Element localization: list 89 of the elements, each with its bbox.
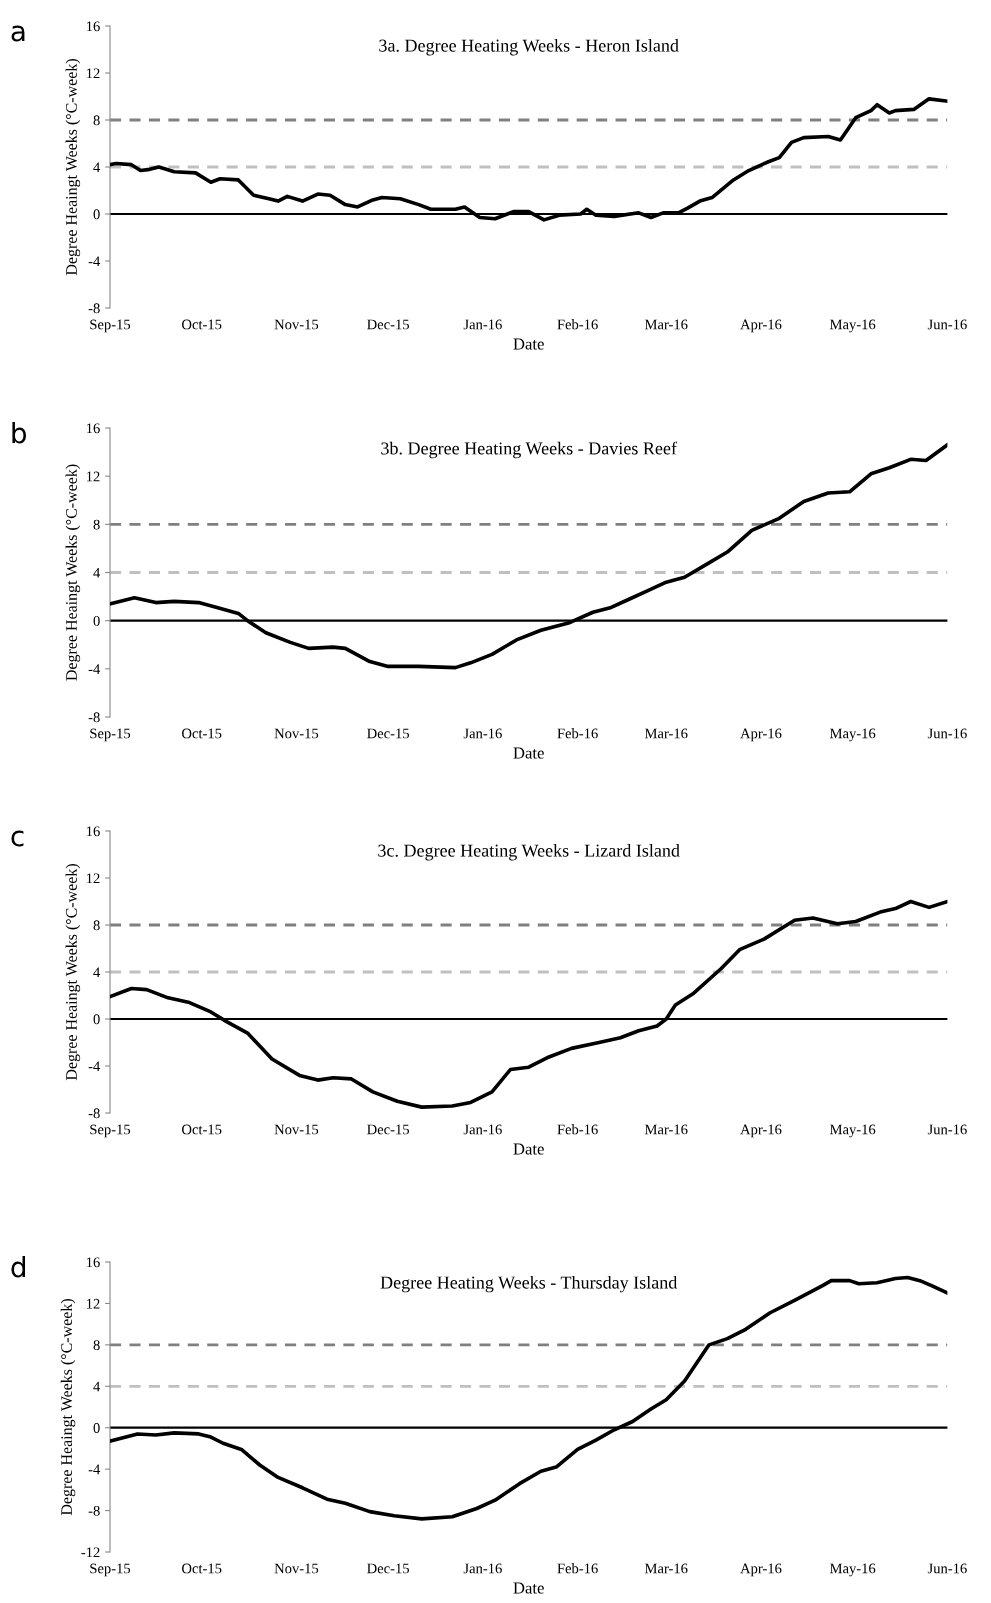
- y-tick-label: -4: [88, 256, 101, 267]
- y-tick-label: -8: [88, 1108, 100, 1119]
- y-tick-label: 4: [93, 967, 101, 978]
- x-tick-label: Sep-15: [90, 1124, 131, 1138]
- y-tick-label: -8: [88, 303, 100, 314]
- y-tick-label: 0: [93, 616, 100, 626]
- x-tick-label: Mar-16: [644, 1563, 688, 1574]
- y-axis-title: Degree Heaingt Weeks (°C-week): [65, 864, 81, 1081]
- y-tick-label: 16: [86, 826, 100, 837]
- y-tick-label: 8: [93, 115, 100, 126]
- y-tick-label: -8: [88, 1505, 100, 1516]
- y-tick-label: 0: [93, 209, 100, 220]
- x-tick-label: Feb-16: [557, 1563, 598, 1574]
- x-tick-label: Dec-15: [367, 1563, 409, 1574]
- x-tick-label: Sep-15: [90, 319, 131, 333]
- x-tick-label: Jun-16: [927, 319, 967, 330]
- line-series: [110, 443, 948, 670]
- x-tick-label: Oct-15: [182, 1124, 222, 1135]
- y-tick-label: 16: [86, 423, 100, 434]
- x-tick-label: Jan-16: [463, 1563, 502, 1574]
- y-tick-label: 4: [93, 162, 101, 173]
- y-tick-label: 12: [86, 873, 100, 884]
- x-tick-label: May-16: [829, 728, 876, 742]
- y-tick-label: 16: [86, 21, 100, 32]
- text: 3b. Degree Heating Weeks - Davies Reef: [381, 441, 677, 459]
- x-tick-label: Apr-16: [740, 1563, 782, 1577]
- x-tick-label: Oct-15: [182, 1563, 222, 1574]
- x-axis-title: Date: [513, 747, 544, 759]
- text: d: [11, 1256, 26, 1278]
- y-tick-label: 4: [93, 567, 101, 578]
- line-series: [110, 899, 948, 1109]
- x-tick-label: Nov-15: [274, 319, 319, 330]
- x-tick-label: Sep-15: [90, 728, 131, 742]
- y-axis-title: Degree Heaingt Weeks (°C-week): [65, 59, 81, 276]
- y-tick-label: 0: [93, 1423, 100, 1433]
- x-tick-label: Mar-16: [644, 319, 688, 330]
- x-tick-label: Dec-15: [367, 1124, 409, 1135]
- text: a: [11, 25, 25, 42]
- x-tick-label: Feb-16: [557, 319, 598, 330]
- x-axis-title: Date: [513, 1582, 544, 1594]
- x-tick-label: Mar-16: [644, 728, 688, 739]
- x-axis-title: Date: [513, 338, 544, 350]
- x-axis-title: Date: [513, 1143, 544, 1155]
- x-tick-label: Feb-16: [557, 1124, 598, 1135]
- y-tick-label: -8: [88, 712, 100, 723]
- x-tick-label: May-16: [829, 319, 876, 333]
- text: b: [12, 422, 27, 444]
- x-tick-label: Dec-15: [367, 728, 409, 739]
- y-tick-label: -4: [88, 664, 101, 674]
- y-tick-label: 8: [93, 519, 100, 530]
- y-tick-label: -4: [88, 1464, 101, 1475]
- x-tick-label: Jun-16: [927, 1563, 967, 1574]
- x-tick-label: Jun-16: [927, 728, 967, 739]
- y-tick-label: 8: [93, 1340, 100, 1351]
- x-tick-label: Apr-16: [740, 1124, 782, 1138]
- x-tick-label: Jun-16: [927, 1124, 967, 1135]
- y-tick-label: 8: [93, 920, 100, 931]
- y-tick-label: 12: [86, 1298, 100, 1309]
- x-tick-label: May-16: [829, 1124, 876, 1138]
- x-tick-label: Oct-15: [182, 728, 222, 739]
- x-tick-label: Jan-16: [463, 1124, 502, 1135]
- x-tick-label: Mar-16: [644, 1124, 688, 1135]
- y-tick-label: -12: [81, 1547, 100, 1558]
- x-tick-label: Oct-15: [182, 319, 222, 330]
- x-tick-label: Nov-15: [274, 1124, 319, 1135]
- y-tick-label: -4: [88, 1061, 101, 1072]
- y-tick-label: 12: [86, 471, 100, 482]
- text: 3c. Degree Heating Weeks - Lizard Island: [378, 843, 680, 861]
- text: c: [11, 830, 24, 847]
- x-tick-label: Apr-16: [740, 728, 782, 742]
- x-tick-label: Dec-15: [367, 319, 409, 330]
- y-axis-title: Degree Heaingt Weeks (°C-week): [60, 1299, 76, 1516]
- x-tick-label: Jan-16: [463, 728, 502, 739]
- y-tick-label: 0: [93, 1014, 100, 1025]
- text: 3a. Degree Heating Weeks - Heron Island: [379, 38, 679, 56]
- x-tick-label: Feb-16: [557, 728, 598, 739]
- y-tick-label: 4: [93, 1381, 101, 1392]
- x-tick-label: Nov-15: [274, 1563, 319, 1574]
- x-tick-label: Nov-15: [274, 728, 319, 739]
- x-tick-label: Jan-16: [463, 319, 502, 330]
- y-axis-title: Degree Heaingt Weeks (°C-week): [65, 464, 81, 681]
- y-tick-label: 12: [86, 68, 100, 79]
- line-series: [110, 1275, 948, 1521]
- line-series: [110, 97, 948, 222]
- x-tick-label: Sep-15: [90, 1563, 131, 1577]
- x-tick-label: Apr-16: [740, 319, 782, 333]
- x-tick-label: May-16: [829, 1563, 876, 1577]
- text: Degree Heating Weeks - Thursday Island: [380, 1275, 678, 1293]
- y-tick-label: 16: [86, 1257, 100, 1268]
